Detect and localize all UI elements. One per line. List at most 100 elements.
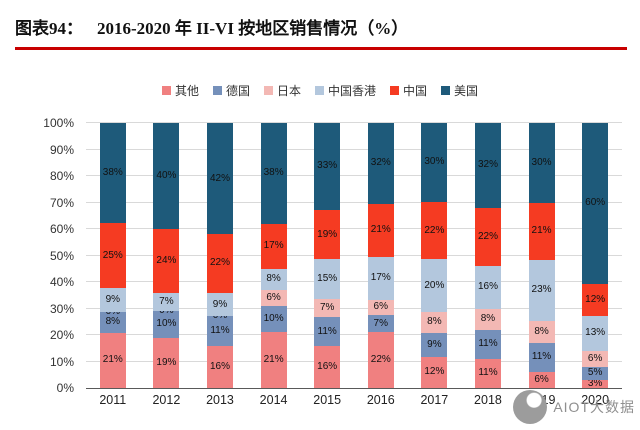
bar-segment-label: 16% — [317, 361, 338, 373]
bar-column: 19%10%0%7%24%40% — [140, 123, 194, 388]
bar-segment: 10% — [153, 311, 180, 338]
bar-segment: 60% — [582, 123, 609, 284]
bar-segment-label: 22% — [370, 354, 391, 366]
bar-segment: 32% — [367, 123, 394, 204]
bar-segment-label: 11% — [317, 325, 337, 337]
bar-segment: 21% — [99, 332, 126, 388]
bar-segment: 42% — [206, 123, 233, 235]
legend-item: 其他 — [161, 82, 199, 99]
bar-segment-label: 10% — [156, 318, 177, 330]
legend-label: 德国 — [225, 84, 250, 98]
bar-segment-label: 17% — [263, 240, 284, 252]
figure-title-line: 图表94： 2016-2020 年 II-VI 按地区销售情况（%） — [15, 14, 627, 39]
legend-label: 中国 — [403, 84, 428, 98]
bar-stack: 21%8%0%9%25%38% — [99, 123, 126, 388]
bar-segment-label: 8% — [105, 316, 121, 328]
bar-segment-label: 38% — [102, 166, 123, 178]
bar-segment-label: 22% — [477, 230, 498, 242]
bar-segment-label: 20% — [424, 279, 445, 291]
bar-segment-label: 30% — [424, 156, 445, 168]
x-tick-label: 2011 — [99, 393, 127, 407]
gridline — [86, 334, 622, 335]
x-tick-label: 2020 — [581, 393, 610, 407]
y-tick-label: 70% — [49, 195, 74, 210]
bar-segment-label: 16% — [477, 281, 498, 293]
bar-segment-label: 33% — [317, 160, 338, 172]
bar-segment-label: 12% — [424, 366, 445, 378]
bar-segment: 10% — [260, 305, 287, 333]
figure-title: 2016-2020 年 II-VI 按地区销售情况（%） — [97, 19, 409, 38]
bar-segment-label: 11% — [478, 338, 498, 350]
bar-segment: 8% — [260, 268, 287, 290]
x-tick-label: 2017 — [420, 393, 449, 407]
legend-swatch — [161, 86, 171, 95]
title-divider-rule — [15, 47, 627, 50]
bar-segment: 6% — [367, 299, 394, 315]
gridline — [86, 122, 622, 123]
bar-segment: 20% — [421, 259, 448, 312]
bar-segment: 38% — [99, 123, 126, 223]
bar-segment-label: 42% — [209, 172, 230, 184]
bar-segment-label: 5% — [587, 367, 603, 379]
bar-segment-label: 21% — [370, 224, 391, 236]
bar-segment: 6% — [582, 350, 609, 367]
bar-segment-label: 24% — [156, 254, 177, 266]
bar-stack: 21% 10% 6% 8% 17% 38% — [260, 123, 287, 388]
bar-segment-label: 3% — [587, 377, 603, 389]
y-tick-label: 10% — [49, 354, 74, 369]
bar-stack: 16%11%0%9%22%42% — [206, 123, 233, 388]
y-tick-label: 80% — [49, 169, 74, 183]
bar-segment: 11% — [474, 358, 501, 388]
bar-segment: 19% — [153, 337, 180, 388]
bar-segment: 30% — [528, 123, 555, 204]
bar-stack: 11% 11% 8% 16% 22% 32% — [474, 123, 501, 388]
bar-segment: 8% — [528, 321, 555, 343]
bar-segment-label: 6% — [266, 291, 281, 303]
bar-stack: 6% 11% 8% 23% 21% 30% — [528, 123, 555, 388]
gridline — [86, 360, 622, 362]
bar-segment-label: 11% — [531, 351, 552, 363]
bar-segment: 24% — [153, 229, 180, 293]
bar-column: 16% 11% 7% 15% 19% 33% — [300, 123, 354, 388]
y-tick-label: 0% — [56, 381, 74, 395]
gridline — [86, 175, 622, 176]
bar-segment-label: 30% — [531, 157, 552, 169]
plot-area: 21%8%0%9%25%38%19%10%0%7%24%40%16%11%0%9… — [86, 122, 622, 389]
bar-segment-label: 38% — [263, 167, 284, 179]
bar-segment: 9% — [421, 332, 448, 357]
bar-segment-label: 19% — [317, 228, 338, 240]
bar-segment: 3% — [582, 377, 609, 389]
bar-segment: 12% — [421, 356, 448, 388]
bar-segment: 17% — [367, 256, 394, 300]
bar-segment-label: 21% — [531, 225, 552, 237]
bar-column: 6% 11% 8% 23% 21% 30% — [515, 123, 569, 388]
bar-segment-label: 9% — [212, 298, 228, 310]
bar-segment-label: 9% — [427, 338, 442, 350]
bar-segment-label: 10% — [263, 313, 284, 325]
bar-segment-label: 32% — [370, 157, 391, 169]
bar-segment-label: 21% — [263, 354, 284, 366]
bar-segment: 11% — [314, 317, 341, 347]
y-tick-label: 30% — [49, 301, 74, 316]
bar-segment-label: 8% — [427, 316, 442, 328]
bar-segment: 11% — [206, 316, 233, 346]
y-tick-label: 20% — [49, 328, 74, 342]
legend-item: 中国 — [390, 82, 427, 99]
watermark-text: AIOT大数据 — [553, 399, 635, 415]
bar-column: 21%8%0%9%25%38% — [86, 123, 140, 388]
y-tick-label: 40% — [49, 275, 74, 289]
bar-stack: 12% 9% 8% 20% 22% 30% — [421, 123, 448, 388]
bar-segment: 22% — [206, 234, 233, 293]
legend-swatch — [263, 86, 273, 95]
legend-item: 德国 — [212, 82, 250, 99]
bar-column: 22% 7% 6% 17% 21% 32% — [354, 123, 408, 388]
gridline — [86, 281, 622, 282]
legend: 其他 德国 日本 中国香港 中国 美国 — [0, 82, 640, 99]
bar-segment-label: 17% — [370, 272, 391, 284]
bar-segment: 6% — [260, 289, 287, 306]
bar-segment-label: 11% — [210, 325, 230, 337]
bar-segment: 16% — [206, 345, 233, 388]
bar-segment: 21% — [528, 203, 555, 260]
bar-column: 12% 9% 8% 20% 22% 30% — [408, 123, 462, 388]
